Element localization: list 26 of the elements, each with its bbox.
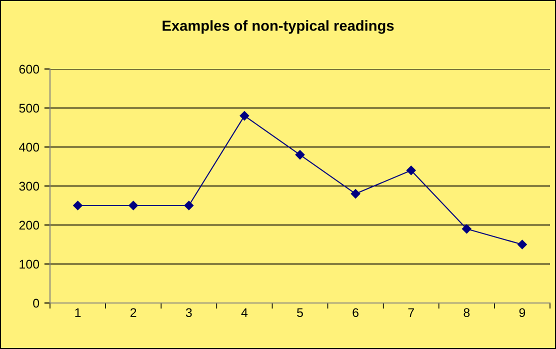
y-tick-label: 0 xyxy=(33,298,40,308)
point xyxy=(240,111,250,120)
point xyxy=(184,200,194,210)
x-tick-label: 2 xyxy=(130,308,136,317)
point xyxy=(406,166,416,176)
point xyxy=(518,240,527,250)
x-tick-label: 4 xyxy=(241,308,248,317)
x-tick-label: 6 xyxy=(352,308,358,318)
x-tick-label: 5 xyxy=(297,308,303,318)
y-tick-label: 300 xyxy=(19,182,40,191)
x-tick-label: 1 xyxy=(75,308,81,317)
y-tick-label: 600 xyxy=(19,64,40,74)
x-tick-label: 8 xyxy=(464,308,470,318)
chart-title: Examples of non-typical readings xyxy=(162,20,394,34)
point xyxy=(462,224,472,234)
y-tick-label: 500 xyxy=(19,104,40,113)
y-tick-label: 400 xyxy=(19,142,40,152)
point xyxy=(350,189,360,198)
x-tick-label: 9 xyxy=(519,308,526,318)
y-tick-label: 200 xyxy=(19,220,40,230)
point xyxy=(73,200,82,210)
x-tick-label: 3 xyxy=(186,308,192,318)
point xyxy=(295,150,305,160)
x-tick-label: 7 xyxy=(408,308,414,317)
point xyxy=(128,200,138,210)
y-tick-label: 100 xyxy=(20,260,40,269)
